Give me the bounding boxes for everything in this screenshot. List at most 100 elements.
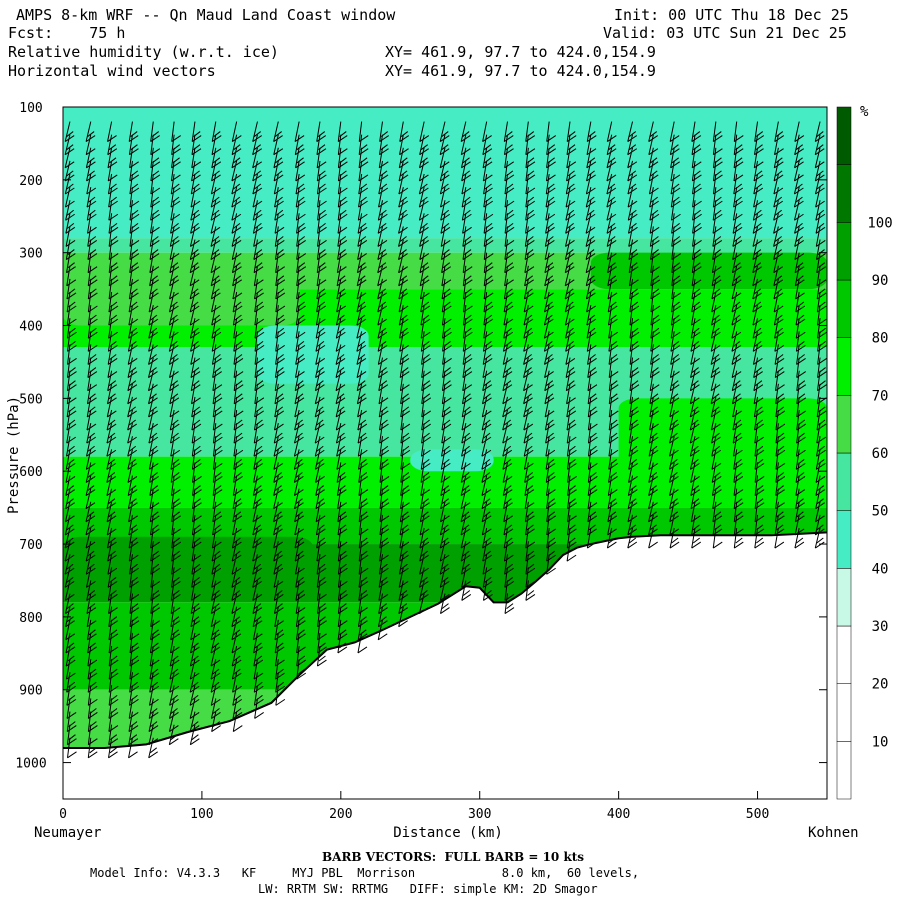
wind-barb-shaft	[66, 698, 71, 719]
wind-barb-flag	[189, 266, 200, 274]
wind-barb-shaft	[544, 265, 550, 286]
wind-barb-shaft	[148, 724, 154, 745]
wind-barb-shaft	[378, 409, 383, 431]
wind-barb-flag	[315, 515, 326, 523]
wind-barb-flag	[670, 419, 678, 426]
wind-barb-shaft	[150, 593, 154, 614]
wind-barb-flag	[85, 148, 96, 156]
wind-barb-flag	[504, 367, 512, 373]
wind-barb-shaft	[732, 409, 738, 431]
wind-barb-flag	[129, 367, 137, 373]
wind-barb-shaft	[315, 514, 321, 536]
wind-barb-shaft	[419, 213, 425, 234]
wind-barb-flag	[399, 148, 409, 156]
wind-barb-shaft	[524, 239, 529, 260]
wind-barb-flag	[441, 131, 449, 137]
wind-barb-flag	[690, 502, 701, 510]
wind-barb-flag	[316, 419, 324, 426]
wind-barb-shaft	[231, 554, 238, 575]
wind-barb-flag	[192, 367, 200, 373]
wind-barb-shaft	[274, 632, 279, 653]
wind-barb-flag	[773, 226, 783, 234]
wind-barb-flag	[795, 292, 805, 300]
wind-barb-shaft	[64, 580, 71, 601]
wind-barb-shaft	[711, 305, 717, 326]
wind-barb-shaft	[523, 331, 529, 352]
wind-barb-flag	[648, 161, 659, 169]
wind-barb-shaft	[191, 160, 196, 181]
wind-barb-shaft	[566, 134, 571, 155]
wind-barb-flag	[523, 305, 534, 313]
wind-barb-flag	[231, 187, 242, 195]
wind-barb-shaft	[814, 121, 821, 142]
wind-barb-shaft	[503, 541, 509, 562]
wind-barb-flag	[108, 187, 118, 195]
wind-barb-shaft	[149, 632, 154, 653]
wind-barb-shaft	[691, 291, 696, 313]
wind-barb-shaft	[733, 527, 738, 549]
wind-barb-flag	[628, 213, 638, 221]
wind-barb-flag	[127, 423, 137, 431]
wind-barb-shaft	[273, 436, 279, 457]
wind-barb-shaft	[275, 252, 279, 273]
wind-barb-flag	[254, 698, 264, 706]
wind-barb-shaft	[106, 514, 113, 536]
wind-barb-shaft	[483, 200, 488, 221]
wind-barb-shaft	[149, 514, 154, 535]
wind-barb-flag	[252, 502, 263, 510]
wind-barb-flag	[462, 445, 470, 452]
wind-barb-shaft	[86, 423, 92, 444]
wind-barb-flag	[190, 200, 201, 208]
wind-barb-flag	[482, 148, 493, 156]
wind-barb-shaft	[462, 370, 467, 391]
wind-barb-shaft	[814, 527, 821, 549]
wind-barb-flag	[356, 344, 367, 352]
wind-barb-shaft	[545, 449, 550, 470]
wind-barb-flag	[671, 157, 679, 164]
wind-barb-flag	[753, 384, 764, 392]
wind-barb-flag	[190, 633, 200, 641]
wind-barb-shaft	[504, 580, 509, 601]
wind-barb-shaft	[191, 501, 196, 522]
wind-barb-flag	[296, 672, 307, 680]
wind-barb-shaft	[671, 265, 675, 286]
wind-barb-shaft	[64, 160, 71, 182]
wind-barb-shaft	[191, 409, 196, 431]
wind-barb-shaft	[231, 527, 238, 549]
wind-barb-flag	[377, 292, 387, 300]
wind-barb-flag	[731, 358, 742, 365]
wind-barb-flag	[85, 135, 96, 142]
wind-barb-shaft	[418, 160, 425, 182]
wind-barb-shaft	[378, 370, 383, 391]
wind-barb-flag	[274, 397, 285, 405]
wind-barb-flag	[232, 528, 242, 536]
wind-barb-flag	[503, 419, 512, 426]
wind-barb-flag	[817, 485, 825, 491]
wind-barb-shaft	[754, 436, 759, 457]
wind-barb-shaft	[461, 173, 467, 195]
wind-barb-flag	[482, 410, 492, 418]
wind-barb-shaft	[567, 462, 571, 483]
wind-barb-flag	[502, 397, 513, 405]
wind-barb-shaft	[254, 396, 258, 417]
wind-barb-flag	[377, 318, 388, 326]
wind-barb-shaft	[525, 187, 529, 208]
wind-barb-flag	[649, 485, 657, 491]
wind-barb-shaft	[273, 554, 279, 575]
colorbar-swatch	[836, 164, 852, 223]
wind-barb-shaft	[731, 318, 738, 339]
wind-barb-shaft	[296, 278, 300, 299]
wind-barb-shaft	[669, 409, 675, 431]
wind-barb-flag	[399, 541, 410, 549]
wind-barb-shaft	[668, 436, 675, 457]
wind-barb-flag	[252, 148, 262, 156]
wind-barb-flag	[211, 161, 222, 169]
wind-barb-flag	[689, 423, 700, 431]
wind-barb-flag	[565, 240, 575, 247]
wind-barb-flag	[108, 393, 116, 400]
wind-barb-flag	[107, 135, 117, 142]
wind-barb-flag	[713, 275, 721, 282]
wind-barb-shaft	[296, 619, 300, 640]
wind-barb-shaft	[566, 541, 571, 562]
wind-barb-flag	[316, 445, 324, 452]
